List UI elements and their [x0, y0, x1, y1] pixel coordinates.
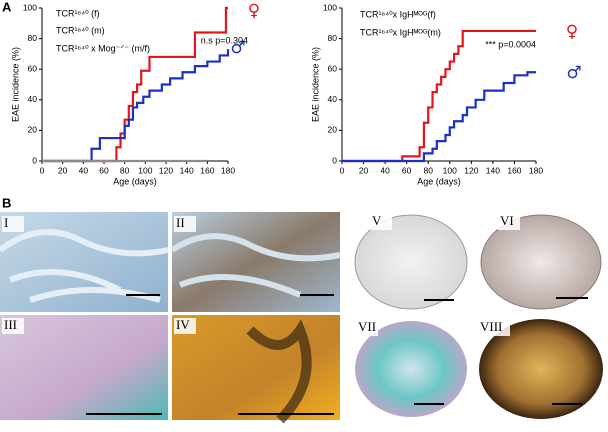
tissue-fold: [0, 229, 169, 303]
y-tick-label: 60: [28, 63, 38, 73]
x-axis-label: Age (days): [113, 176, 157, 186]
x-tick-label: 0: [340, 165, 345, 175]
label-box: [2, 318, 24, 334]
x-tick-label: 120: [464, 165, 478, 175]
legend-entry: TCR¹⁶⁴⁰ (f): [56, 8, 100, 18]
x-tick-label: 160: [200, 165, 214, 175]
histology-image: [172, 212, 340, 312]
legend-entry: TCR¹⁶⁴⁰ x Mog⁻ᐟ⁻ (m/f): [56, 43, 150, 53]
y-tick-label: 100: [323, 2, 337, 12]
x-tick-label: 160: [507, 165, 521, 175]
legend-entry: TCR¹⁶⁴⁰x IgHᴹᴼᴳ(m): [360, 27, 441, 37]
x-tick-label: 140: [486, 165, 500, 175]
label-box: [498, 214, 520, 230]
histology-image: [0, 315, 168, 420]
y-tick-label: 0: [332, 155, 337, 165]
label-box: [478, 320, 510, 336]
panel-label: B: [2, 195, 11, 210]
step-line: [42, 6, 228, 163]
step-line: [342, 29, 536, 163]
image-label: VIII: [480, 319, 502, 334]
legend-entry: TCR¹⁶⁴⁰ (m): [56, 25, 105, 35]
step-line: [42, 49, 230, 163]
y-axis-label: EAE incidence (%): [310, 47, 320, 122]
x-tick-label: 100: [443, 165, 457, 175]
label-box: [356, 320, 378, 336]
image-label: I: [4, 215, 8, 230]
legend-entry: TCR¹⁶⁴⁰x IgHᴹᴼᴳ(f): [360, 9, 436, 19]
image-label: VII: [358, 319, 376, 334]
x-tick-label: 100: [138, 165, 152, 175]
image-label: VI: [500, 213, 514, 228]
y-tick-label: 100: [23, 2, 37, 12]
y-tick-label: 80: [328, 33, 338, 43]
label-box: [174, 318, 196, 334]
histology-image: [479, 319, 603, 419]
x-tick-label: 40: [380, 165, 390, 175]
sex-symbol: ♂: [230, 38, 245, 58]
x-axis-label: Age (days): [417, 176, 461, 186]
image-label: V: [372, 213, 382, 228]
image-label: II: [176, 215, 185, 230]
label-box: [2, 216, 24, 232]
sex-symbol: ♀: [566, 22, 578, 42]
x-tick-label: 20: [359, 165, 369, 175]
step-line: [342, 71, 536, 163]
image-label: IV: [176, 317, 190, 332]
label-box: [370, 214, 392, 230]
y-tick-label: 80: [28, 33, 38, 43]
histology-image: [480, 214, 602, 310]
y-tick-label: 40: [328, 94, 338, 104]
histology-panels: [0, 212, 603, 424]
annotation: n.s p=0.304: [201, 35, 248, 45]
label-box: [174, 216, 196, 232]
x-tick-label: 20: [58, 165, 68, 175]
image-label: III: [4, 317, 17, 332]
tissue-fold: [170, 233, 341, 298]
sex-symbol: ♂: [566, 63, 581, 83]
scale-bars: [86, 294, 588, 415]
x-tick-label: 0: [40, 165, 45, 175]
y-axis-label: EAE incidence (%): [10, 47, 20, 122]
histology-image: [355, 321, 467, 417]
y-tick-label: 20: [28, 125, 38, 135]
panel-label: A: [2, 0, 12, 14]
x-tick-label: 80: [423, 165, 433, 175]
x-tick-label: 60: [402, 165, 412, 175]
y-tick-label: 40: [28, 94, 38, 104]
x-tick-label: 180: [221, 165, 235, 175]
annotation: *** p=0.0004: [485, 39, 536, 49]
x-tick-label: 180: [529, 165, 543, 175]
y-tick-label: 20: [328, 125, 338, 135]
y-tick-label: 0: [32, 155, 37, 165]
x-tick-label: 60: [99, 165, 109, 175]
y-tick-label: 60: [328, 63, 338, 73]
histology-image: [354, 214, 468, 310]
x-tick-label: 140: [180, 165, 194, 175]
sex-symbol: ♀: [248, 1, 260, 21]
tissue-fold: [246, 319, 312, 424]
x-tick-label: 120: [159, 165, 173, 175]
x-tick-label: 80: [120, 165, 130, 175]
x-tick-label: 40: [79, 165, 89, 175]
